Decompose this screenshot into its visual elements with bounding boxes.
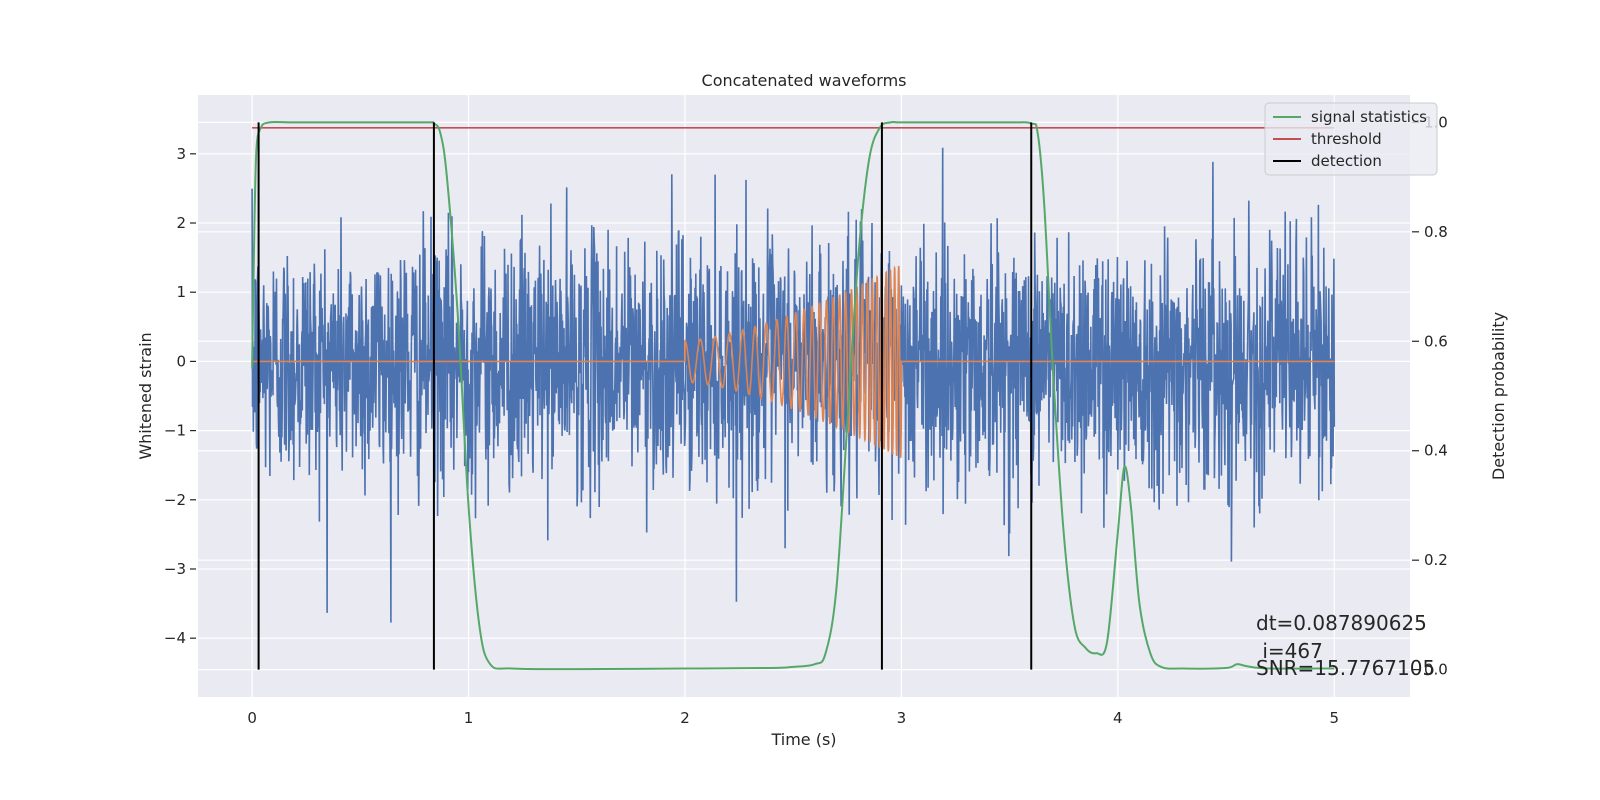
legend-detection-label: detection xyxy=(1311,152,1382,170)
y-right-axis-label: Detection probability xyxy=(1489,312,1508,480)
y-right-tick-label: 0.0 xyxy=(1424,661,1448,679)
y-right-tick-label: 0.4 xyxy=(1424,442,1448,460)
annotation-snr: SNR=15.7767105 xyxy=(1256,656,1435,680)
y-tick-label: −4 xyxy=(164,629,186,647)
annotation-index: i=467 xyxy=(1256,639,1323,663)
chirp-series xyxy=(252,265,1335,458)
y-right-tick-label: 0.2 xyxy=(1424,551,1448,569)
y-right-tick-label: 0.8 xyxy=(1424,223,1448,241)
chart-title: Concatenated waveforms xyxy=(702,71,907,90)
annotations: dt=0.087890625 i=467 SNR=15.7767105 xyxy=(1256,611,1435,680)
chirp-line xyxy=(252,265,1335,458)
y-tick-label: −1 xyxy=(164,422,186,440)
x-tick-label: 2 xyxy=(680,709,690,727)
legend-signal-statistics-label: signal statistics xyxy=(1311,108,1427,126)
y-right-tick-label: 0.6 xyxy=(1424,332,1448,350)
legend-threshold-label: threshold xyxy=(1311,130,1382,148)
y-tick-label: 1 xyxy=(176,283,186,301)
annotation-dt: dt=0.087890625 xyxy=(1256,611,1427,635)
x-tick-label: 4 xyxy=(1113,709,1123,727)
legend: signal statistics threshold detection xyxy=(1264,102,1438,176)
legend-box xyxy=(1264,102,1438,176)
x-tick-label: 5 xyxy=(1329,709,1339,727)
x-tick-label: 3 xyxy=(897,709,907,727)
signal-statistics-line xyxy=(251,121,1335,671)
detection-series xyxy=(257,122,1033,670)
y-tick-label: 0 xyxy=(176,352,186,370)
y-tick-label: 3 xyxy=(176,145,186,163)
x-tick-label: 0 xyxy=(247,709,257,727)
signal-statistics-series xyxy=(251,121,1335,671)
y-axis-label: Whitened strain xyxy=(136,332,155,459)
x-tick-label: 1 xyxy=(464,709,474,727)
y-tick-label: −3 xyxy=(164,560,186,578)
y-tick-label: 2 xyxy=(176,214,186,232)
y-tick-label: −2 xyxy=(164,491,186,509)
x-axis-label: Time (s) xyxy=(770,730,836,749)
